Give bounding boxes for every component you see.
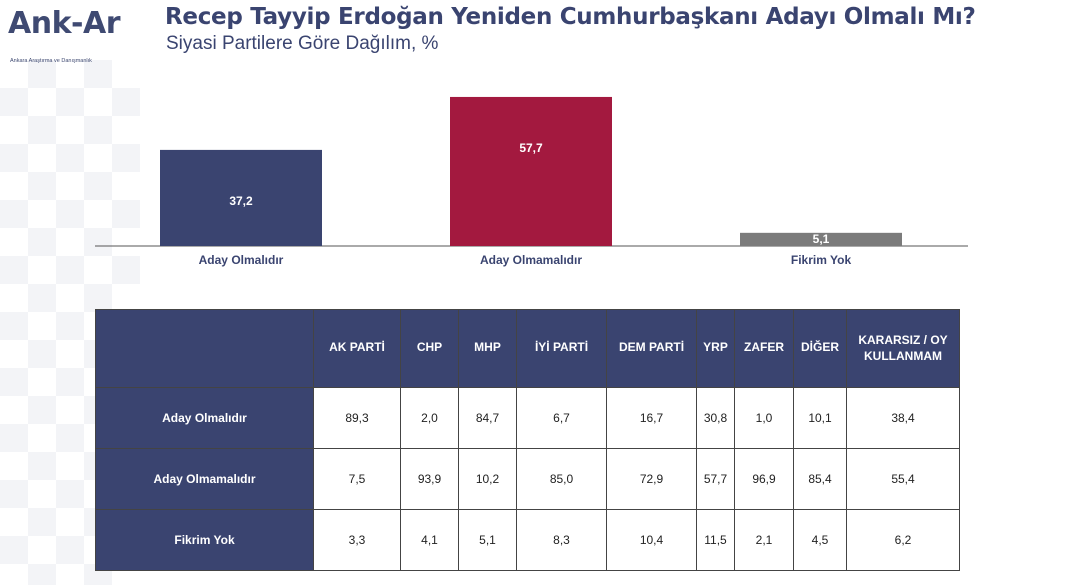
page-subtitle: Siyasi Partilere Göre Dağılım, % — [166, 33, 439, 54]
bar — [450, 96, 612, 246]
table-cell: 55,4 — [846, 448, 960, 510]
category-label: Aday Olmamalıdır — [480, 253, 582, 267]
table-cell: 10,2 — [458, 448, 517, 510]
column-header: MHP — [458, 309, 517, 388]
category-label: Aday Olmalıdır — [199, 253, 284, 267]
table-cell: 10,4 — [606, 509, 697, 571]
bar — [740, 232, 902, 246]
table-cell: 4,1 — [400, 509, 459, 571]
table-cell: 4,5 — [793, 509, 847, 571]
table-cell: 85,4 — [793, 448, 847, 510]
table-header-row: AK PARTİ CHP MHP İYİ PARTİ DEM PARTİ YRP… — [95, 309, 960, 388]
column-header: KARARSIZ / OY KULLANMAM — [846, 309, 960, 388]
table-cell: 84,7 — [458, 387, 517, 449]
table-cell: 2,1 — [734, 509, 794, 571]
table-cell: 72,9 — [606, 448, 697, 510]
table-cell: 11,5 — [696, 509, 735, 571]
column-header: AK PARTİ — [313, 309, 401, 388]
data-label: 37,2 — [229, 194, 253, 208]
table-cell: 5,1 — [458, 509, 517, 571]
bar-chart: 37,2 Aday Olmalıdır 57,7 Aday Olmamalıdır 5,… — [95, 96, 968, 267]
column-header: CHP — [400, 309, 459, 388]
table-cell: 30,8 — [696, 387, 735, 449]
row-label: Aday Olmamalıdır — [95, 448, 314, 510]
table-row: Aday Olmamalıdır 7,5 93,9 10,2 85,0 72,9… — [95, 448, 960, 510]
table-row: Fikrim Yok 3,3 4,1 5,1 8,3 10,4 11,5 2,1… — [95, 509, 960, 571]
column-header: DEM PARTİ — [606, 309, 697, 388]
table-cell: 38,4 — [846, 387, 960, 449]
data-label: 5,1 — [813, 232, 830, 246]
column-header: DİĞER — [793, 309, 847, 388]
table-cell: 3,3 — [313, 509, 401, 571]
logo-name: Ank-Ar — [8, 6, 121, 41]
logo: Ank-Ar Ankara Araştırma ve Danışmanlık — [8, 6, 148, 66]
table-row: Aday Olmalıdır 89,3 2,0 84,7 6,7 16,7 30… — [95, 387, 960, 449]
table-cell: 6,2 — [846, 509, 960, 571]
bar — [160, 149, 322, 246]
table-cell: 89,3 — [313, 387, 401, 449]
party-breakdown-table: AK PARTİ CHP MHP İYİ PARTİ DEM PARTİ YRP… — [95, 309, 960, 571]
category-label: Fikrim Yok — [791, 253, 852, 267]
table-cell: 1,0 — [734, 387, 794, 449]
table-cell: 6,7 — [516, 387, 607, 449]
table-cell: 93,9 — [400, 448, 459, 510]
table-cell: 10,1 — [793, 387, 847, 449]
table-cell: 2,0 — [400, 387, 459, 449]
table-cell: 8,3 — [516, 509, 607, 571]
table-cell: 57,7 — [696, 448, 735, 510]
row-label: Fikrim Yok — [95, 509, 314, 571]
table-cell: 85,0 — [516, 448, 607, 510]
column-header: YRP — [696, 309, 735, 388]
table-cell: 16,7 — [606, 387, 697, 449]
row-label: Aday Olmalıdır — [95, 387, 314, 449]
data-label: 57,7 — [519, 141, 543, 155]
logo-tagline: Ankara Araştırma ve Danışmanlık — [10, 58, 92, 64]
column-header: ZAFER — [734, 309, 794, 388]
table-cell: 96,9 — [734, 448, 794, 510]
table-cell: 7,5 — [313, 448, 401, 510]
page-title: Recep Tayyip Erdoğan Yeniden Cumhurbaşka… — [165, 4, 976, 30]
table-corner-cell — [95, 309, 314, 388]
column-header: İYİ PARTİ — [516, 309, 607, 388]
